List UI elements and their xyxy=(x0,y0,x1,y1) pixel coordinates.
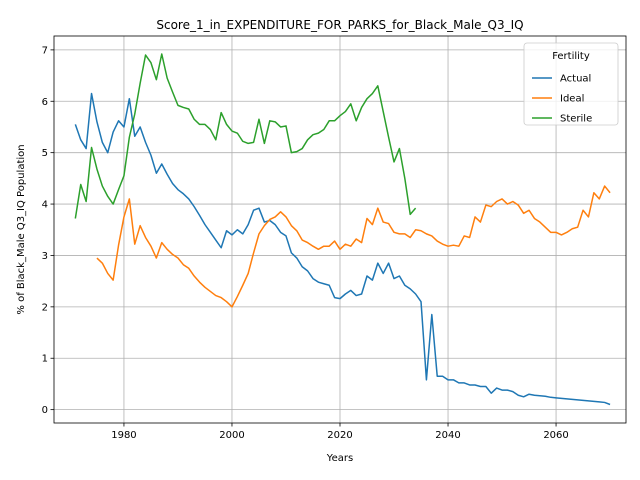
y-tick-label: 1 xyxy=(42,354,48,365)
x-tick-label: 2040 xyxy=(435,430,460,441)
x-tick-label: 2060 xyxy=(543,430,568,441)
chart-title: Score_1_in_EXPENDITURE_FOR_PARKS_for_Bla… xyxy=(156,18,523,32)
legend-title: Fertility xyxy=(552,51,590,62)
legend-entry: Actual xyxy=(560,74,591,85)
legend-entry: Sterile xyxy=(560,114,592,125)
x-tick-label: 2020 xyxy=(327,430,352,441)
legend: Fertility Actual Ideal Sterile xyxy=(524,43,618,125)
x-axis-label: Years xyxy=(326,453,353,464)
y-axis-label: % of Black_Male Q3_IQ Population xyxy=(16,144,27,314)
x-tick-label: 2000 xyxy=(219,430,244,441)
y-tick-label: 6 xyxy=(42,97,48,108)
y-tick-label: 0 xyxy=(42,405,48,416)
legend-entry: Ideal xyxy=(560,94,584,105)
y-tick-label: 2 xyxy=(42,302,48,313)
y-tick-label: 4 xyxy=(42,200,48,211)
y-tick-label: 7 xyxy=(42,45,48,56)
x-tick-label: 1980 xyxy=(111,430,136,441)
y-tick-label: 3 xyxy=(42,251,48,262)
y-tick-label: 5 xyxy=(42,148,48,159)
